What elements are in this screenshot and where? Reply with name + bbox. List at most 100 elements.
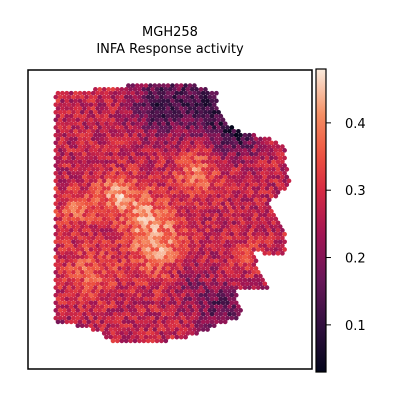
spatial-spot — [110, 132, 116, 138]
spatial-spot — [203, 224, 208, 229]
spatial-spot — [205, 98, 210, 104]
spatial-spot — [90, 212, 96, 218]
spatial-spot — [119, 170, 125, 176]
spatial-spot — [143, 243, 149, 249]
spatial-spot — [258, 174, 263, 180]
spatial-spot — [119, 87, 125, 92]
spatial-spot — [152, 281, 158, 287]
spatial-spot — [159, 269, 164, 275]
spatial-spot — [77, 113, 83, 119]
spatial-spot — [132, 178, 138, 184]
spatial-spot — [128, 231, 133, 237]
spatial-spot — [148, 220, 153, 226]
spatial-spot — [112, 136, 118, 142]
spatial-spot — [167, 224, 173, 229]
spatial-spot — [145, 209, 151, 214]
spatial-spot — [141, 132, 147, 138]
spatial-spot — [143, 296, 149, 302]
spatial-spot — [229, 231, 235, 237]
spatial-spot — [66, 269, 72, 275]
spatial-spot — [132, 125, 138, 130]
spatial-spot — [178, 334, 184, 340]
spatial-spot — [117, 106, 122, 111]
spatial-spot — [244, 151, 250, 157]
spatial-spot — [141, 308, 147, 313]
spatial-spot — [110, 216, 116, 222]
spatial-spot — [161, 327, 166, 332]
spatial-spot — [128, 323, 133, 329]
spatial-spot — [110, 87, 116, 92]
spatial-spot — [185, 224, 191, 229]
spatial-spot — [62, 140, 67, 146]
spatial-spot — [97, 224, 103, 229]
spatial-spot — [196, 174, 202, 180]
spatial-spot — [110, 224, 116, 229]
spatial-spot — [108, 197, 114, 203]
spatial-spot — [86, 98, 92, 104]
spatial-spot — [181, 323, 186, 329]
spatial-spot — [200, 220, 206, 226]
spatial-spot — [55, 98, 61, 104]
spatial-spot — [88, 231, 94, 237]
spatial-spot — [205, 212, 210, 218]
spatial-spot — [152, 296, 158, 302]
spatial-spot — [108, 90, 114, 96]
spatial-spot — [82, 182, 87, 188]
spatial-spot — [176, 94, 182, 100]
spatial-spot — [198, 247, 204, 252]
spatial-spot — [167, 148, 173, 153]
spatial-spot — [156, 121, 162, 127]
spatial-spot — [161, 235, 166, 241]
spatial-spot — [262, 151, 268, 157]
spatial-spot — [60, 113, 65, 119]
spatial-spot — [112, 90, 118, 96]
spatial-spot — [119, 292, 125, 298]
spatial-spot — [198, 269, 204, 275]
spatial-spot — [233, 140, 239, 146]
spatial-spot — [165, 159, 171, 165]
spatial-spot — [108, 159, 114, 165]
spatial-spot — [227, 235, 232, 241]
spatial-spot — [55, 174, 61, 180]
spatial-spot — [172, 163, 177, 168]
spatial-spot — [119, 231, 125, 237]
spatial-spot — [112, 289, 118, 294]
spatial-spot — [55, 296, 61, 302]
spatial-spot — [117, 243, 122, 249]
spatial-spot — [139, 266, 144, 271]
spatial-spot — [53, 148, 59, 153]
spatial-spot — [189, 239, 195, 245]
spatial-spot — [57, 308, 63, 313]
spatial-spot — [211, 125, 217, 130]
spatial-spot — [148, 273, 153, 279]
spatial-spot — [143, 197, 149, 203]
spatial-spot — [192, 90, 197, 96]
spatial-spot — [200, 296, 206, 302]
spatial-spot — [189, 148, 195, 153]
spatial-spot — [148, 182, 153, 188]
spatial-spot — [139, 311, 144, 317]
spatial-spot — [88, 277, 94, 283]
spatial-spot — [185, 216, 191, 222]
spatial-spot — [97, 254, 103, 260]
spatial-spot — [251, 170, 257, 176]
spatial-spot — [211, 201, 217, 207]
spatial-spot — [130, 90, 136, 96]
spatial-spot — [172, 285, 177, 290]
spatial-spot — [284, 174, 290, 180]
spatial-spot — [71, 285, 76, 290]
spatial-spot — [84, 178, 89, 184]
spatial-spot — [57, 254, 63, 260]
spatial-spot — [192, 311, 197, 317]
spatial-spot — [112, 98, 118, 104]
spatial-spot — [264, 140, 270, 146]
spatial-spot — [88, 148, 94, 153]
spatial-spot — [68, 90, 74, 96]
spatial-spot — [174, 220, 180, 226]
spatial-spot — [75, 231, 81, 237]
spatial-spot — [101, 201, 107, 207]
spatial-spot — [178, 205, 184, 210]
spatial-spot — [84, 94, 89, 100]
spatial-spot — [90, 167, 96, 172]
spatial-spot — [233, 247, 239, 252]
